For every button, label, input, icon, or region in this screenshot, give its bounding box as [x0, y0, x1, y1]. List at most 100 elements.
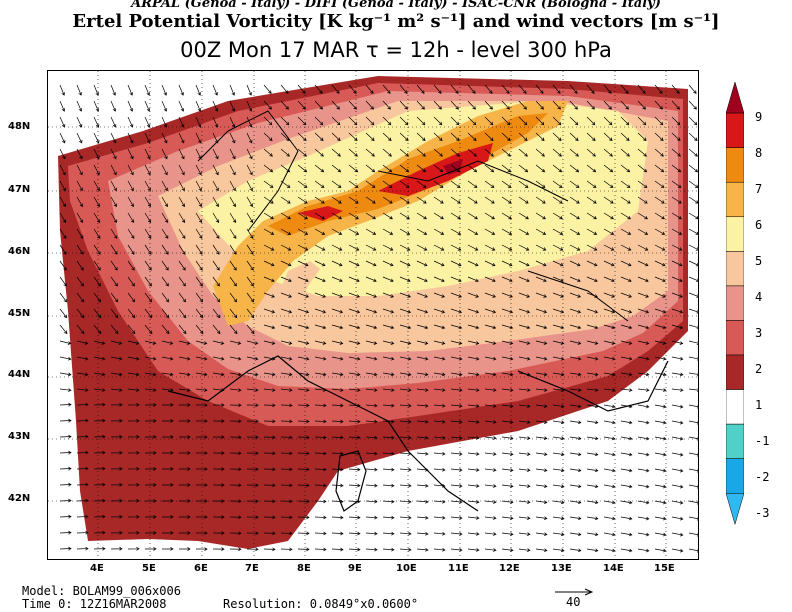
- wind-arrow: [603, 372, 616, 377]
- wind-arrow: [603, 324, 616, 330]
- wind-arrow: [127, 228, 135, 239]
- wind-arrow: [654, 324, 667, 330]
- wind-arrow: [637, 116, 647, 126]
- wind-arrow: [501, 388, 514, 392]
- wind-arrow: [450, 196, 461, 204]
- wind-arrow: [365, 356, 378, 361]
- wind-arrow: [365, 84, 374, 94]
- wind-arrow: [467, 228, 479, 235]
- wind-arrow: [637, 532, 650, 537]
- wind-arrow: [280, 228, 292, 235]
- wind-arrow: [263, 451, 276, 456]
- wind-arrow: [59, 340, 72, 345]
- wind-arrow: [263, 116, 273, 126]
- wind-arrow: [212, 388, 225, 392]
- wind-arrow: [229, 483, 242, 488]
- wind-arrow: [501, 260, 513, 267]
- wind-arrow: [654, 420, 667, 425]
- wind-arrow: [603, 196, 614, 204]
- colorbar-label: 5: [755, 254, 763, 268]
- wind-arrow: [637, 260, 649, 267]
- wind-arrow: [365, 100, 374, 110]
- wind-arrow: [433, 116, 443, 126]
- wind-arrow: [501, 244, 513, 251]
- wind-arrow: [671, 356, 684, 361]
- wind-arrow: [569, 548, 582, 553]
- wind-arrow: [450, 404, 463, 408]
- wind-arrow: [518, 372, 531, 377]
- wind-arrow: [484, 228, 496, 235]
- lat-label: 48N: [8, 121, 31, 132]
- wind-arrow: [654, 164, 665, 173]
- wind-arrow: [365, 132, 375, 141]
- wind-arrow: [399, 372, 412, 377]
- wind-arrow: [518, 516, 531, 520]
- wind-arrow: [280, 324, 293, 330]
- wind-arrow: [263, 356, 276, 361]
- lon-label: 4E: [90, 563, 104, 574]
- wind-arrow: [433, 356, 446, 361]
- wind-arrow: [382, 100, 391, 110]
- wind-arrow: [603, 532, 616, 537]
- wind-arrow: [535, 500, 548, 505]
- wind-arrow: [178, 547, 191, 551]
- wind-arrow: [654, 404, 667, 409]
- wind-arrow: [76, 482, 89, 487]
- wind-arrow: [263, 148, 273, 157]
- lat-label: 42N: [8, 493, 31, 504]
- wind-arrow: [195, 100, 202, 112]
- wind-arrow: [59, 466, 72, 471]
- graticule: [48, 71, 698, 559]
- wind-arrow: [59, 132, 66, 144]
- wind-arrow: [348, 100, 357, 110]
- lon-label: 10E: [396, 563, 417, 574]
- resolution-info: Resolution: 0.0849°x0.0600°: [223, 597, 419, 611]
- wind-arrow: [433, 244, 445, 251]
- model-info: Model: BOLAM99_006x006: [22, 584, 181, 598]
- wind-arrow: [382, 84, 391, 94]
- wind-arrow: [433, 84, 442, 94]
- wind-arrow: [569, 100, 578, 110]
- wind-arrow: [178, 116, 185, 128]
- wind-arrow: [178, 84, 184, 96]
- wind-arrow: [76, 212, 84, 223]
- wind-arrow: [637, 308, 650, 314]
- colorbar-cell: [726, 320, 744, 356]
- wind-arrow: [127, 196, 134, 208]
- wind-arrow: [331, 451, 344, 456]
- wind-arrow: [603, 436, 616, 441]
- wind-arrow: [433, 228, 445, 235]
- wind-arrow: [535, 516, 548, 521]
- wind-arrow: [246, 483, 259, 488]
- wind-arrow: [399, 419, 412, 424]
- wind-arrow: [331, 84, 340, 94]
- map-subtitle: 00Z Mon 17 MAR τ = 12h - level 300 hPa: [180, 38, 612, 62]
- wind-arrow: [297, 531, 310, 536]
- wind-arrow: [110, 292, 118, 303]
- wind-arrow: [569, 260, 581, 267]
- colorbar-cell: [726, 458, 744, 494]
- wind-arrow: [688, 436, 698, 441]
- wind-arrow: [501, 548, 514, 552]
- wind-arrow: [399, 100, 408, 110]
- wind-arrow: [331, 180, 342, 188]
- wind-arrow: [484, 516, 497, 520]
- wind-arrow: [280, 212, 291, 220]
- wind-arrow: [246, 196, 253, 208]
- lat-label: 46N: [8, 246, 31, 257]
- wind-arrow: [110, 546, 123, 551]
- wind-arrow: [603, 484, 616, 489]
- wind-arrow: [654, 212, 665, 220]
- wind-arrow: [76, 180, 83, 192]
- wind-arrow: [178, 276, 186, 287]
- wind-arrow: [552, 356, 565, 361]
- wind-arrow: [76, 148, 83, 160]
- wind-arrow: [229, 308, 238, 319]
- wind-arrow: [314, 148, 324, 157]
- wind-arrow: [246, 515, 259, 520]
- coastline: [167, 355, 669, 512]
- wind-arrow: [467, 436, 480, 440]
- wind-arrow: [297, 164, 308, 173]
- wind-arrow: [229, 419, 242, 424]
- wind-arrow: [331, 212, 342, 220]
